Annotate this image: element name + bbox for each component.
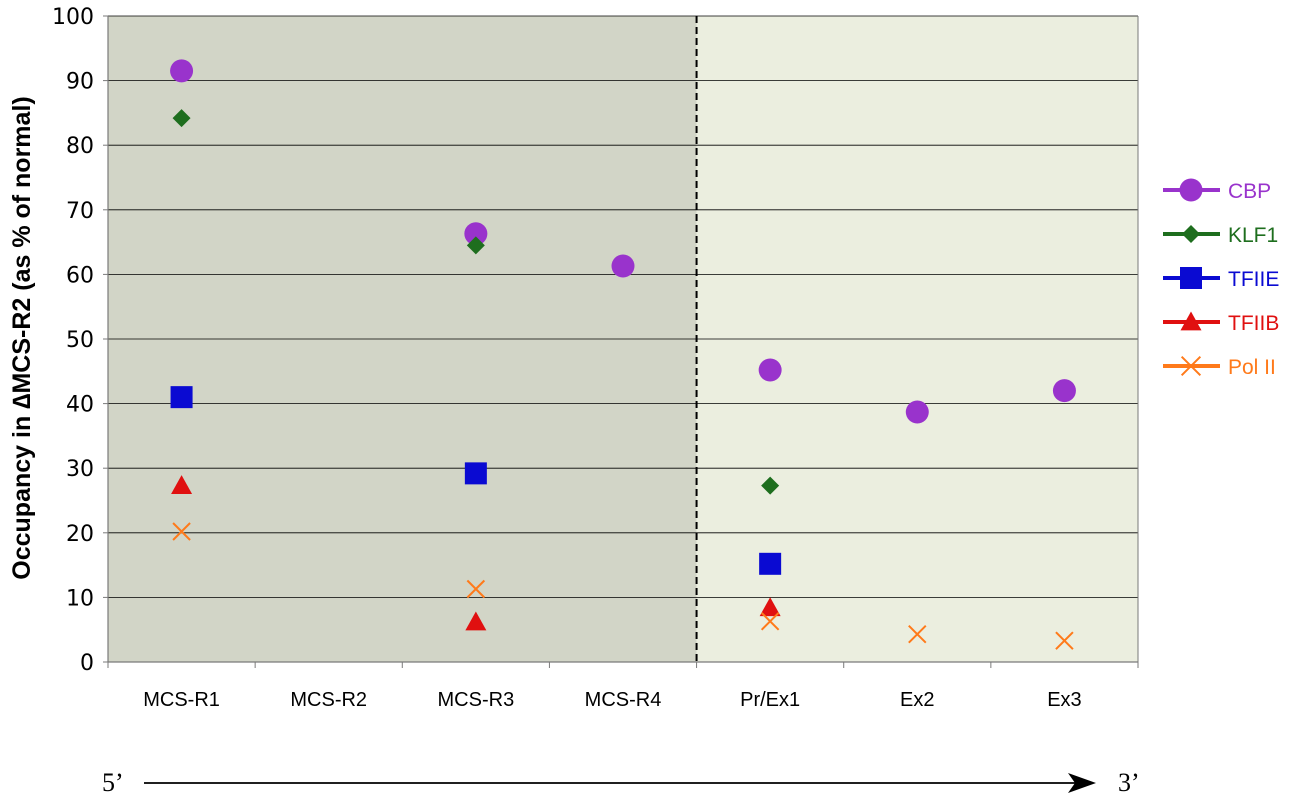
y-tick-label-60: 60: [66, 263, 94, 288]
arrow-end-label: 3’: [1118, 768, 1140, 797]
point-klf1-mcs-r3: [466, 236, 485, 255]
point-pol-ii-ex2: [908, 625, 927, 644]
legend-marker-tfiib: [1180, 311, 1202, 331]
point-tfiib-mcs-r1: [171, 475, 193, 495]
legend-marker-pol-ii: [1180, 355, 1202, 377]
x-tick-labels: MCS-R1 MCS-R2 MCS-R3 MCS-R4 Pr/Ex1 Ex2 Ex3: [143, 689, 1081, 711]
point-pol-ii-mcs-r3: [466, 579, 486, 599]
legend-label-tfiib: TFIIB: [1228, 312, 1279, 335]
y-tick-label-0: 0: [80, 651, 94, 676]
point-pol-ii-mcs-r1: [172, 522, 191, 541]
point-cbp-mcs-r4: [611, 254, 635, 278]
point-klf1-mcs-r1: [172, 109, 191, 128]
legend-marker-cbp: [1179, 178, 1203, 202]
x-tick-label-pr-ex1: Pr/Ex1: [740, 689, 800, 711]
x-tick-label-ex3: Ex3: [1047, 689, 1081, 711]
axes: [103, 15, 1139, 668]
y-tick-label-50: 50: [66, 328, 94, 353]
point-cbp-pr-ex1: [758, 358, 782, 382]
arrow-start-label: 5’: [102, 768, 124, 797]
point-tfiib-pr-ex1: [759, 597, 781, 617]
point-cbp-ex2: [905, 400, 929, 424]
legend-label-tfiie: TFIIE: [1228, 268, 1279, 291]
point-cbp-mcs-r1: [170, 59, 194, 83]
legend-label-pol-ii: Pol II: [1228, 356, 1276, 379]
x-tick-label-mcs-r4: MCS-R4: [585, 689, 662, 711]
legend-label-cbp: CBP: [1228, 180, 1271, 203]
data-points: [170, 59, 1076, 650]
legend: CBP KLF1 TFIIE TFIIB Pol II: [1163, 178, 1279, 379]
point-tfiie-pr-ex1: [759, 552, 782, 575]
x-tick-label-mcs-r1: MCS-R1: [143, 689, 220, 711]
y-tick-label-80: 80: [66, 134, 94, 159]
point-cbp-ex3: [1052, 379, 1076, 403]
y-tick-label-30: 30: [66, 457, 94, 482]
point-pol-ii-ex3: [1055, 631, 1074, 650]
x-tick-label-mcs-r2: MCS-R2: [290, 689, 367, 711]
point-klf1-pr-ex1: [761, 476, 780, 495]
y-tick-label-100: 100: [52, 5, 94, 30]
y-tick-label-70: 70: [66, 199, 94, 224]
point-cbp-mcs-r3: [464, 222, 488, 246]
y-tick-labels: 0 10 20 30 40 50 60 70 80 90 100: [52, 5, 94, 676]
point-tfiib-mcs-r3: [465, 611, 487, 631]
gridlines: [108, 15, 1138, 598]
point-tfiie-mcs-r1: [170, 386, 193, 409]
legend-label-klf1: KLF1: [1228, 224, 1278, 247]
y-tick-label-40: 40: [66, 393, 94, 418]
y-tick-label-90: 90: [66, 70, 94, 95]
x-tick-label-ex2: Ex2: [900, 689, 934, 711]
x-tick-label-mcs-r3: MCS-R3: [438, 689, 515, 711]
legend-marker-tfiie: [1180, 267, 1202, 289]
point-pol-ii-pr-ex1: [760, 612, 780, 631]
y-tick-label-20: 20: [66, 522, 94, 547]
legend-marker-klf1: [1182, 225, 1200, 243]
y-tick-label-10: 10: [66, 586, 94, 611]
arrow-head: [1068, 773, 1096, 793]
y-axis-label: Occupancy in ∆MCS-R2 (as % of normal): [8, 96, 36, 579]
direction-arrow: 5’ 3’: [102, 768, 1140, 797]
point-tfiie-mcs-r3: [464, 462, 487, 485]
